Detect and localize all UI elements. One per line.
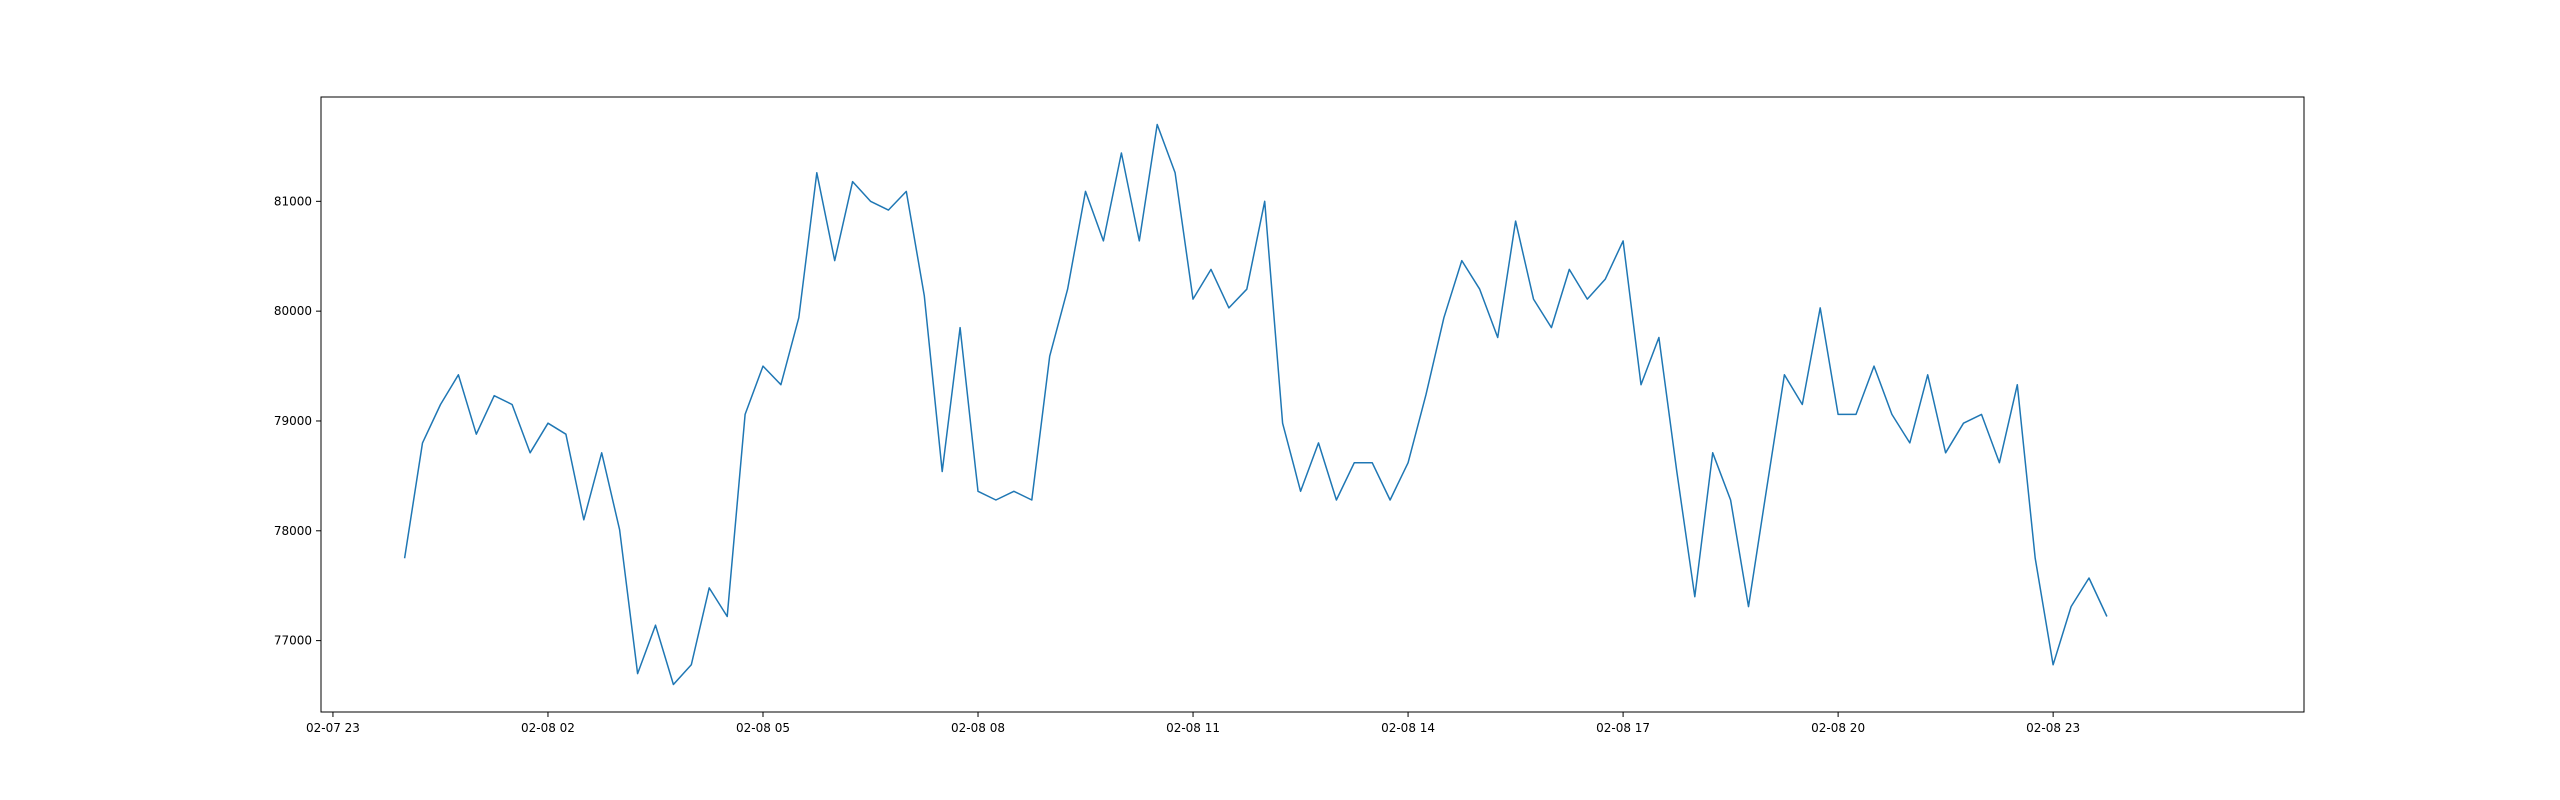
y-tick-label: 78000: [274, 524, 312, 538]
x-tick-label: 02-07 23: [306, 721, 360, 735]
x-tick-label: 02-08 17: [1596, 721, 1650, 735]
x-tick-label: 02-08 14: [1381, 721, 1435, 735]
x-tick-label: 02-08 02: [521, 721, 575, 735]
price-series-line: [403, 123, 2108, 686]
plot-area-frame: [320, 96, 2305, 713]
x-tick-label: 02-08 05: [736, 721, 790, 735]
x-tick-label: 02-08 20: [1811, 721, 1865, 735]
y-tick-label: 80000: [274, 304, 312, 318]
x-tick-label: 02-08 11: [1166, 721, 1220, 735]
x-axis: 02-07 23 02-08 02 02-08 05 02-08 08 02-08 11…: [306, 712, 2080, 735]
y-tick-label: 77000: [274, 634, 312, 648]
y-tick-label: 79000: [274, 414, 312, 428]
x-tick-label: 02-08 08: [951, 721, 1005, 735]
x-tick-label: 02-08 23: [2026, 721, 2080, 735]
y-axis: 77000 78000 79000 80000 81000: [274, 194, 321, 648]
y-tick-label: 81000: [274, 194, 312, 208]
